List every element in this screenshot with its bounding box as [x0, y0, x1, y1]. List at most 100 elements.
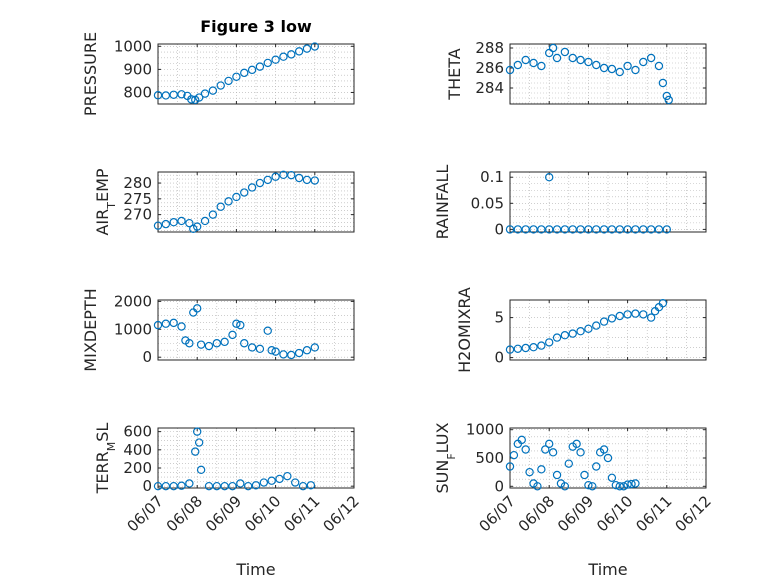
x-tick-label: 06/07 — [476, 492, 519, 535]
y-axis-label: TERRMSL — [93, 423, 118, 495]
y-axis-label-part: SUN — [433, 460, 452, 494]
data-point — [529, 58, 538, 68]
data-point — [509, 450, 519, 460]
data-point — [169, 218, 178, 227]
y-axis-label-part: H2OMIXRA — [455, 287, 474, 373]
data-point — [212, 481, 221, 491]
data-point — [279, 52, 288, 61]
y-axis-label-part: EMP — [93, 168, 112, 202]
data-point — [247, 65, 257, 75]
data-point — [505, 462, 515, 471]
data-point — [275, 474, 284, 484]
data-point — [263, 326, 272, 335]
data-point — [658, 78, 668, 88]
y-tick-label: 275 — [123, 190, 152, 208]
data-point — [200, 89, 210, 98]
x-tick-label: 06/11 — [632, 492, 675, 535]
y-axis-label-part: THETA — [445, 48, 464, 100]
data-point — [302, 346, 312, 355]
data-point — [267, 476, 276, 485]
subplot-h2omixra: 0 5 H2OMIXRA — [455, 287, 707, 373]
y-axis-label: SUNFLUX — [433, 422, 458, 493]
data-point — [623, 225, 632, 234]
data-point — [232, 319, 241, 328]
data-point — [615, 67, 624, 77]
data-point — [537, 465, 546, 474]
data-point — [615, 225, 624, 234]
axes-box — [157, 171, 355, 233]
data-point — [631, 65, 640, 75]
data-point — [513, 60, 523, 70]
data-point — [240, 188, 249, 197]
data-point — [279, 170, 288, 180]
data-point — [505, 225, 515, 234]
data-point — [177, 216, 186, 226]
x-tick-label: 06/12 — [320, 492, 363, 535]
data-point — [639, 57, 648, 67]
data-point — [576, 327, 585, 336]
data-point — [232, 72, 241, 81]
data-point — [283, 471, 292, 481]
data-point — [631, 225, 640, 234]
y-axis-label: THETA — [445, 48, 464, 100]
y-axis-label-part: AIR — [93, 209, 112, 236]
subplot-pressure: 800 900 1000 PRESSURE Figure 3 low — [81, 17, 355, 116]
y-tick-label: 1000 — [114, 320, 152, 338]
data-point — [615, 311, 624, 321]
data-point — [560, 482, 570, 491]
data-point — [220, 337, 229, 347]
axes-box — [157, 427, 355, 489]
data-point — [517, 435, 526, 445]
x-tick-label: 06/08 — [515, 492, 558, 535]
y-tick-label: 600 — [123, 423, 152, 441]
data-point — [654, 225, 664, 234]
data-point — [607, 225, 617, 234]
data-point — [572, 439, 581, 449]
data-point — [259, 478, 269, 487]
y-tick-label: 400 — [123, 441, 152, 459]
data-point — [584, 225, 593, 234]
data-point — [568, 225, 577, 234]
data-point — [204, 341, 214, 351]
data-point — [584, 57, 593, 67]
data-point — [294, 348, 304, 358]
data-point — [576, 55, 585, 65]
data-point — [263, 175, 272, 185]
data-point — [240, 68, 249, 78]
data-point — [177, 90, 186, 99]
data-point — [224, 197, 233, 206]
data-point — [228, 330, 237, 340]
data-point — [263, 58, 272, 68]
y-tick-label: 284 — [475, 79, 504, 97]
data-point — [545, 225, 554, 234]
y-axis-label-part: MIXDEPTH — [81, 288, 100, 371]
data-point — [607, 64, 617, 74]
data-point — [623, 480, 632, 489]
data-point — [576, 225, 585, 234]
data-point — [200, 216, 210, 226]
y-tick-label: 286 — [475, 59, 504, 77]
data-point — [592, 60, 601, 70]
data-point — [592, 462, 601, 471]
data-point — [169, 90, 178, 99]
data-point — [615, 482, 624, 491]
data-point — [216, 202, 225, 211]
data-point — [654, 61, 664, 71]
data-point — [306, 481, 316, 490]
data-point — [232, 192, 241, 202]
data-point — [521, 343, 530, 353]
data-point — [161, 481, 171, 491]
x-axis-label: Time — [587, 560, 627, 579]
x-tick-label: 06/10 — [593, 492, 636, 535]
data-point — [548, 43, 558, 53]
data-point — [243, 481, 253, 491]
y-tick-label: 0 — [494, 477, 504, 495]
data-point — [194, 438, 204, 447]
y-tick-label: 0 — [494, 349, 504, 367]
data-point — [192, 304, 202, 313]
data-point — [216, 81, 225, 90]
data-point — [153, 481, 163, 491]
data-point — [552, 225, 562, 234]
